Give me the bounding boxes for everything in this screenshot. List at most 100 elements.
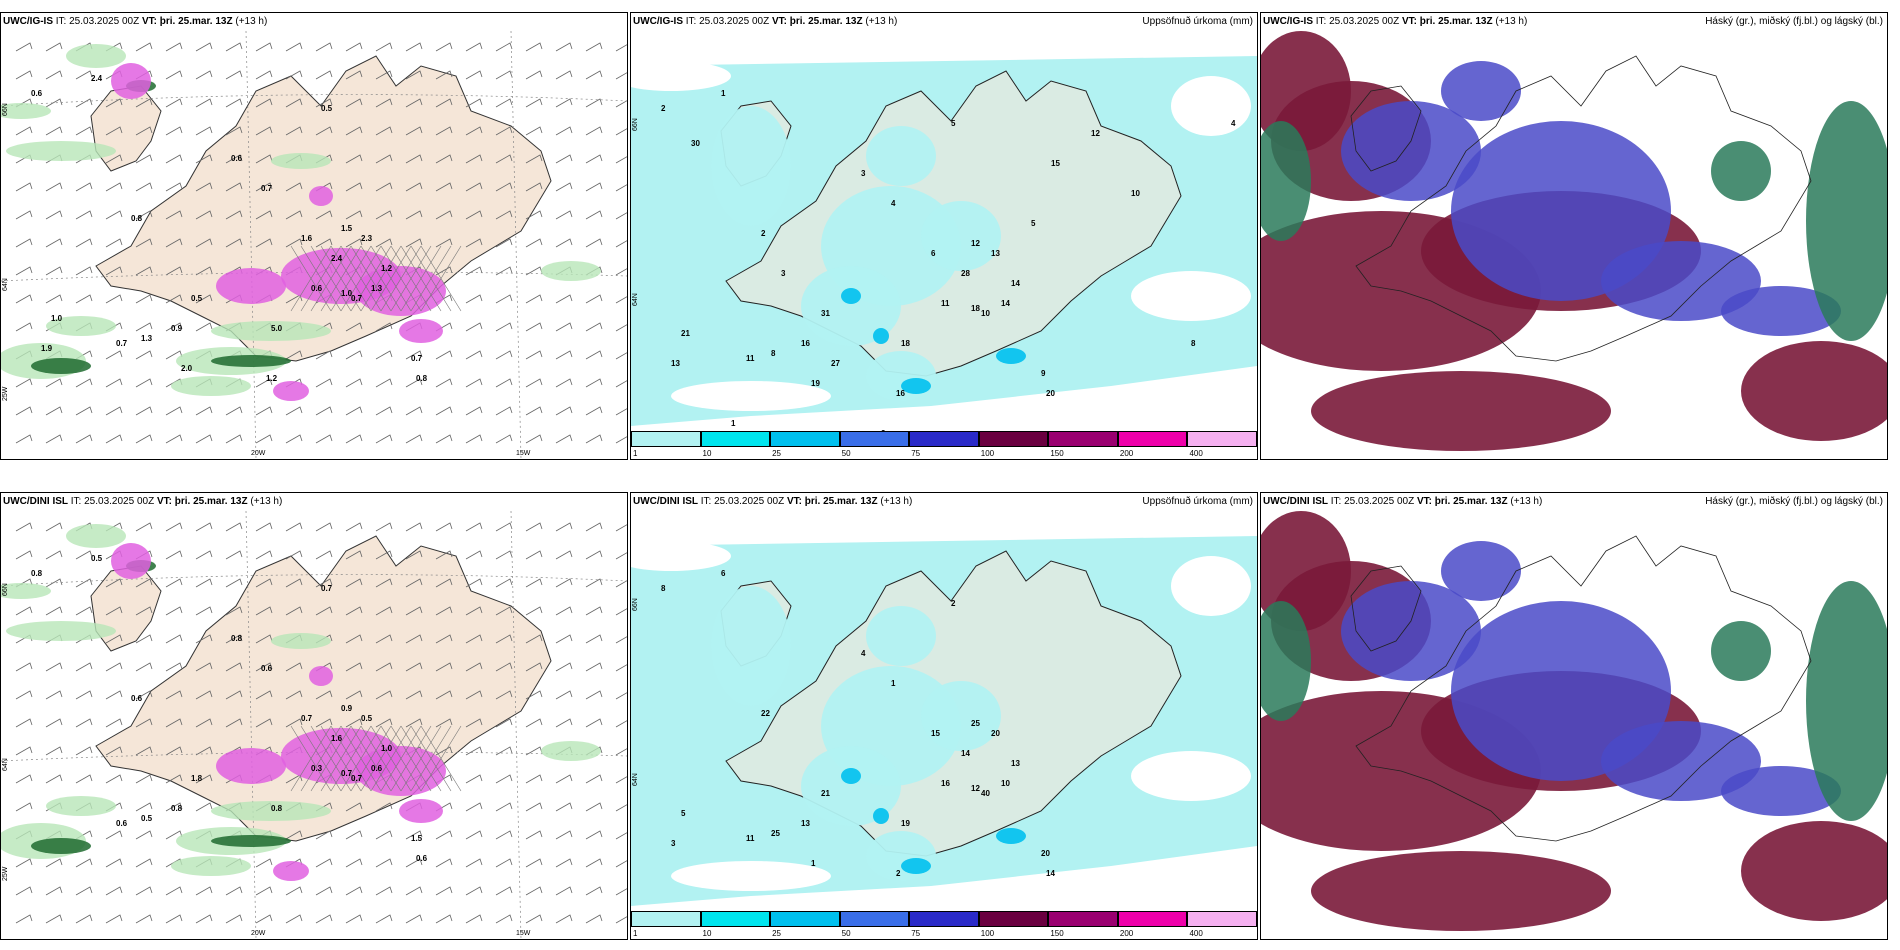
value-label: 18	[901, 339, 910, 348]
value-label: 0.5	[191, 294, 203, 303]
vt-label: VT:	[1416, 496, 1432, 507]
value-label: 6	[931, 249, 936, 258]
model-name: UWC/IG-IS	[633, 16, 683, 27]
legend-swatch	[978, 431, 1049, 447]
value-label: 1.0	[341, 289, 353, 298]
it-label: IT:	[700, 496, 712, 507]
precip-mid-0	[901, 378, 931, 394]
precip-heavy-2	[216, 748, 286, 784]
value-label: 0.9	[171, 324, 183, 333]
legend-label: 75	[911, 449, 921, 458]
value-label: 4	[891, 199, 896, 208]
precip-green-7	[1, 103, 51, 119]
value-label: 14	[1011, 279, 1020, 288]
panel-field-title: Uppsöfnuð úrkoma (mm)	[1142, 16, 1253, 27]
value-label: 16	[801, 339, 810, 348]
value-label: 0.6	[416, 854, 428, 863]
cloud-low-4	[1441, 61, 1521, 121]
value-label: 12	[971, 239, 980, 248]
value-label: 13	[801, 819, 810, 828]
value-label: 25	[971, 719, 980, 728]
legend-label: 10	[702, 449, 712, 458]
panel-header: UWC/IG-IS IT: 25.03.2025 00Z VT: þri. 25…	[1263, 16, 1527, 27]
value-label: 1.2	[381, 264, 393, 273]
precip-dark-0	[31, 838, 91, 854]
precip-green-5	[211, 801, 331, 821]
model-name: UWC/DINI ISL	[633, 496, 698, 507]
panel-field-title: Háský (gr.), miðský (fj.bl.) og lágský (…	[1705, 496, 1883, 507]
value-label: 0.7	[321, 584, 333, 593]
legend-label: 75	[911, 929, 921, 938]
value-label: 0.6	[261, 664, 273, 673]
lat-label: 66N	[2, 103, 9, 116]
value-label: 2	[761, 229, 766, 238]
value-label: 0.8	[271, 804, 283, 813]
precip-green-3	[46, 796, 116, 816]
lon-label: 15W	[516, 930, 531, 937]
value-label: 0.6	[131, 694, 143, 703]
precip-land-2	[921, 201, 1001, 271]
it-value: 25.03.2025 00Z	[84, 496, 155, 507]
it-label: IT:	[685, 16, 697, 27]
value-label: 1.0	[381, 744, 393, 753]
value-label: 27	[831, 359, 840, 368]
it-label: IT:	[55, 16, 67, 27]
cloud-low-1	[1341, 581, 1481, 681]
precip-green-6	[171, 376, 251, 396]
value-label: 0.8	[416, 374, 428, 383]
graticule-labels: 66N 64N 25W 20W 15W	[2, 103, 531, 457]
precip-land-4	[866, 606, 936, 666]
value-label: 0.5	[361, 714, 373, 723]
lat-label: 66N	[632, 118, 639, 131]
lat-label: 66N	[2, 583, 9, 596]
precip-green-5	[211, 321, 331, 341]
precip-mid-1	[873, 328, 889, 344]
legend-swatch	[700, 911, 771, 927]
lead-time: (+13 h)	[250, 496, 283, 507]
panel-field-title: Háský (gr.), miðský (fj.bl.) og lágský (…	[1705, 16, 1883, 27]
cloud-high-1	[1261, 121, 1311, 241]
value-label: 10	[1131, 189, 1140, 198]
lat-label: 25W	[2, 866, 9, 881]
map-panel-bottom-right: UWC/DINI ISL IT: 25.03.2025 00Z VT: þri.…	[1260, 492, 1888, 940]
legend-swatch	[1048, 911, 1118, 927]
value-label: 18	[971, 304, 980, 313]
value-label: 1.2	[266, 374, 278, 383]
it-label: IT:	[1315, 16, 1327, 27]
precip-green-9	[271, 633, 331, 649]
precip-green-0	[6, 621, 116, 641]
westfjords-outline	[1350, 85, 1422, 172]
panel-header: UWC/IG-IS IT: 25.03.2025 00Z VT: þri. 25…	[633, 16, 897, 27]
value-label: 21	[681, 329, 690, 338]
value-label: 16	[941, 779, 950, 788]
dry-gap-0	[631, 61, 731, 91]
precip-dark-0	[31, 358, 91, 374]
value-label: 3	[671, 839, 676, 848]
vt-label: VT:	[771, 16, 787, 27]
vt-value: þri. 25.mar. 13Z	[1419, 16, 1493, 27]
vt-label: VT:	[156, 496, 172, 507]
value-label: 0.8	[171, 804, 183, 813]
vt-label: VT:	[141, 16, 157, 27]
vt-label: VT:	[786, 496, 802, 507]
value-label: 20	[1041, 849, 1050, 858]
value-label: 4	[1231, 119, 1236, 128]
it-value: 25.03.2025 00Z	[714, 496, 785, 507]
legend-swatch	[839, 431, 910, 447]
legend-swatch	[1187, 911, 1257, 927]
value-label: 0.9	[341, 704, 353, 713]
legend-swatch	[700, 431, 771, 447]
vt-value: þri. 25.mar. 13Z	[789, 16, 863, 27]
legend-swatch	[909, 911, 979, 927]
lat-label: 64N	[2, 758, 9, 771]
value-label: 14	[961, 749, 970, 758]
graticule	[1, 31, 627, 459]
value-label: 1.5	[411, 834, 423, 843]
value-label: 0.7	[116, 339, 128, 348]
precip-land-1	[801, 746, 901, 826]
graticule	[1, 511, 627, 939]
precip-heavy-1	[356, 266, 446, 316]
value-label: 1	[721, 89, 726, 98]
